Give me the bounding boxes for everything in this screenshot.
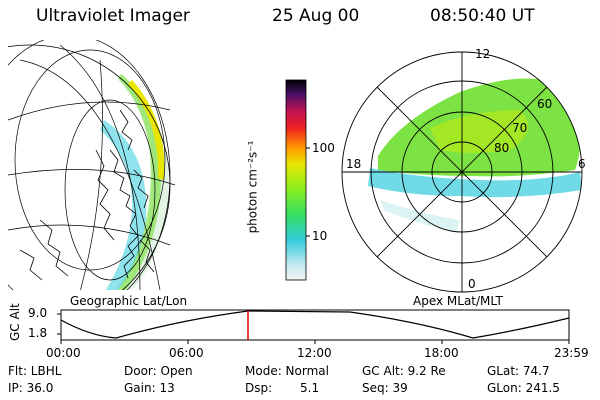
timeline-ticks: [57, 313, 570, 344]
info-seq: Seq: 39: [362, 381, 408, 395]
mlt-label-0: 0: [468, 277, 476, 291]
info-dsp-label: Dsp:: [245, 381, 273, 395]
timeline-ytick-9: 9.0: [28, 306, 48, 320]
timeline-frame: [60, 309, 570, 341]
altitude-curve: [60, 310, 570, 339]
polar-grid: [341, 51, 583, 293]
timeline-ytick-1-8: 1.8: [28, 326, 48, 340]
timeline-ylabel: GC Alt: [8, 303, 22, 341]
instrument-title: Ultraviolet Imager: [36, 6, 190, 26]
mlat-label-60: 60: [537, 97, 553, 111]
info-glat: GLat: 74.7: [487, 364, 550, 378]
left-panel-caption: Geographic Lat/Lon: [70, 294, 188, 308]
aurora-bright-arc: [128, 80, 165, 180]
mlat-label-80: 80: [494, 141, 510, 155]
right-panel-caption: Apex MLat/MLT: [413, 294, 503, 308]
info-ip: IP: 36.0: [8, 381, 54, 395]
header-time: 08:50:40 UT: [430, 6, 535, 26]
colorbar-gradient: [285, 79, 307, 281]
timeline-xtick-2359: 23:59: [554, 346, 589, 360]
aurora-diffuse: [100, 120, 147, 290]
polar-aurora-bright: [430, 110, 528, 153]
mlt-label-18: 18: [346, 157, 362, 171]
info-mode: Mode: Normal: [245, 364, 329, 378]
aurora-oval: [118, 74, 162, 290]
info-glon: GLon: 241.5: [487, 381, 560, 395]
mlt-label-6: 6: [578, 157, 586, 171]
timeline-xtick-0000: 00:00: [46, 346, 81, 360]
coastlines: [19, 109, 155, 281]
mlat-label-70: 70: [512, 121, 528, 135]
polar-aurora-dayside: [368, 168, 582, 198]
timeline-xtick-1800: 18:00: [424, 346, 459, 360]
polar-aurora-faint: [380, 200, 460, 232]
colorbar-tick-label-100: 100: [312, 141, 335, 155]
timeline-xtick-1200: 12:00: [297, 346, 332, 360]
header-date: 25 Aug 00: [272, 6, 360, 26]
polar-diagonal-2: [376, 86, 548, 258]
info-dsp-value: 5.1: [300, 381, 320, 395]
info-filter: Flt: LBHL: [8, 364, 62, 378]
info-gc-alt: GC Alt: 9.2 Re: [362, 364, 446, 378]
timeline-xtick-0600: 06:00: [169, 346, 204, 360]
mlt-label-12: 12: [475, 47, 491, 61]
info-gain: Gain: 13: [124, 381, 175, 395]
map-graticule: [8, 40, 176, 290]
colorbar-tick-label-10: 10: [312, 229, 328, 243]
info-door: Door: Open: [124, 364, 193, 378]
